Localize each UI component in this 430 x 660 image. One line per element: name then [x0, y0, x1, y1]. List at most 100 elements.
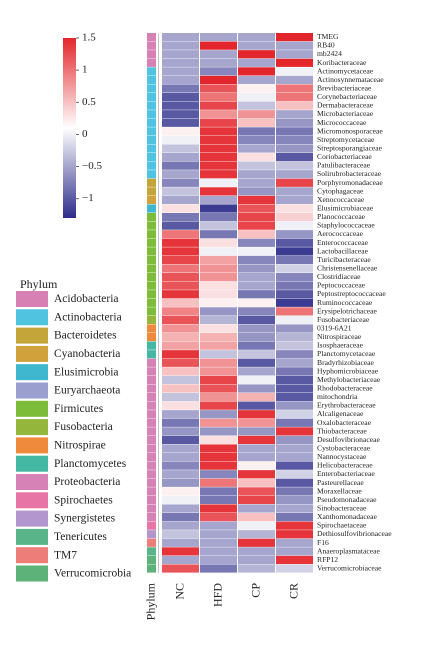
- heat-cell: [276, 247, 313, 256]
- heat-cell: [162, 393, 199, 402]
- heat-cell: [200, 67, 237, 76]
- heat-cell: [162, 341, 199, 350]
- group-cell: [147, 375, 156, 385]
- heat-cell: [162, 84, 199, 93]
- heat-cell: [200, 170, 237, 179]
- heat-cell: [238, 101, 275, 110]
- group-cell: [147, 238, 156, 247]
- group-cell: [147, 144, 156, 153]
- heat-cell: [238, 513, 275, 522]
- heat-cell: [200, 58, 237, 67]
- heat-cell: [200, 307, 237, 316]
- legend-label: TM7: [54, 549, 77, 561]
- row-label: Xenococcaceae: [317, 195, 365, 204]
- heat-cell: [238, 187, 275, 196]
- row-label: Actinomycetaceae: [317, 66, 374, 75]
- group-cell: [147, 67, 156, 76]
- heat-cell: [200, 547, 237, 556]
- heat-cell: [276, 487, 313, 496]
- heat-cell: [276, 58, 313, 67]
- row-label: Patulibacteraceae: [317, 161, 371, 170]
- heat-cell: [238, 153, 275, 162]
- heat-cell: [200, 384, 237, 393]
- heat-cell: [276, 281, 313, 290]
- row-label: Alcaligenaceae: [317, 409, 364, 418]
- heat-cell: [238, 478, 275, 487]
- heat-cell: [200, 367, 237, 376]
- heat-cell: [238, 401, 275, 410]
- heat-cell: [276, 230, 313, 239]
- row-label: Enterobacteriaceae: [317, 469, 375, 478]
- heat-cell: [162, 298, 199, 307]
- row-label: Koribacteraceae: [317, 58, 367, 67]
- group-cell: [147, 444, 156, 453]
- heat-cell: [200, 410, 237, 419]
- row-label: Microbacteriaceae: [317, 109, 374, 118]
- heat-cell: [162, 555, 199, 565]
- heat-cell: [276, 513, 313, 522]
- group-cell: [147, 384, 156, 393]
- heat-cell: [276, 75, 313, 85]
- group-cell: [147, 358, 156, 367]
- heat-cell: [238, 238, 275, 247]
- heat-cell: [200, 350, 237, 359]
- heat-cell: [162, 204, 199, 213]
- group-cell: [147, 298, 156, 307]
- heat-cell: [276, 221, 313, 230]
- heat-cell: [276, 264, 313, 273]
- group-cell: [147, 307, 156, 316]
- heat-cell: [162, 435, 199, 445]
- row-label: Aerococcaceae: [317, 229, 364, 238]
- heat-cell: [162, 238, 199, 247]
- group-cell: [147, 41, 156, 50]
- heat-cell: [276, 204, 313, 213]
- row-label: Nitrospiraceae: [317, 332, 362, 341]
- heat-cell: [276, 84, 313, 93]
- row-label: Rhodobacteraceae: [317, 383, 373, 392]
- heat-cell: [238, 298, 275, 307]
- heat-cell: [238, 521, 275, 530]
- row-label: Actinosynnemataceae: [317, 75, 384, 84]
- heat-cell: [276, 290, 313, 299]
- heat-cell: [162, 547, 199, 556]
- heat-cell: [238, 75, 275, 85]
- heat-cell: [200, 84, 237, 93]
- heat-cell: [162, 247, 199, 256]
- heat-cell: [276, 33, 313, 42]
- heat-cell: [162, 367, 199, 376]
- heat-cell: [162, 58, 199, 67]
- heat-cell: [162, 101, 199, 110]
- row-label: Planctomycetaceae: [317, 349, 376, 358]
- legend-swatch: [16, 291, 48, 307]
- heat-cell: [276, 401, 313, 410]
- heat-cell: [238, 307, 275, 316]
- heat-cell: [238, 41, 275, 50]
- row-label: Desulfovibrionaceae: [317, 435, 380, 444]
- heat-cell: [238, 427, 275, 436]
- heat-cell: [276, 375, 313, 385]
- heat-cell: [276, 101, 313, 110]
- heat-cell: [238, 93, 275, 102]
- heat-cell: [238, 410, 275, 419]
- heat-cell: [162, 487, 199, 496]
- row-label: Erysipelotrichaceae: [317, 306, 378, 315]
- heat-cell: [276, 564, 313, 573]
- heat-cell: [162, 333, 199, 342]
- row-label: 0319-6A21: [317, 323, 352, 332]
- heat-cell: [200, 538, 237, 547]
- heat-cell: [200, 247, 237, 256]
- legend-label: Firmicutes: [54, 403, 104, 415]
- group-cell: [147, 393, 156, 402]
- heat-cell: [238, 213, 275, 222]
- heat-cell: [200, 127, 237, 136]
- group-cell: [147, 555, 156, 565]
- heat-cell: [276, 178, 313, 187]
- heat-cell: [162, 264, 199, 273]
- heat-cell: [200, 461, 237, 470]
- color-tick-label: 1.5: [82, 32, 96, 44]
- legend-swatch: [16, 364, 48, 381]
- heat-cell: [276, 118, 313, 127]
- row-label: Streptosporangiaceae: [317, 143, 383, 152]
- heat-cell: [238, 230, 275, 239]
